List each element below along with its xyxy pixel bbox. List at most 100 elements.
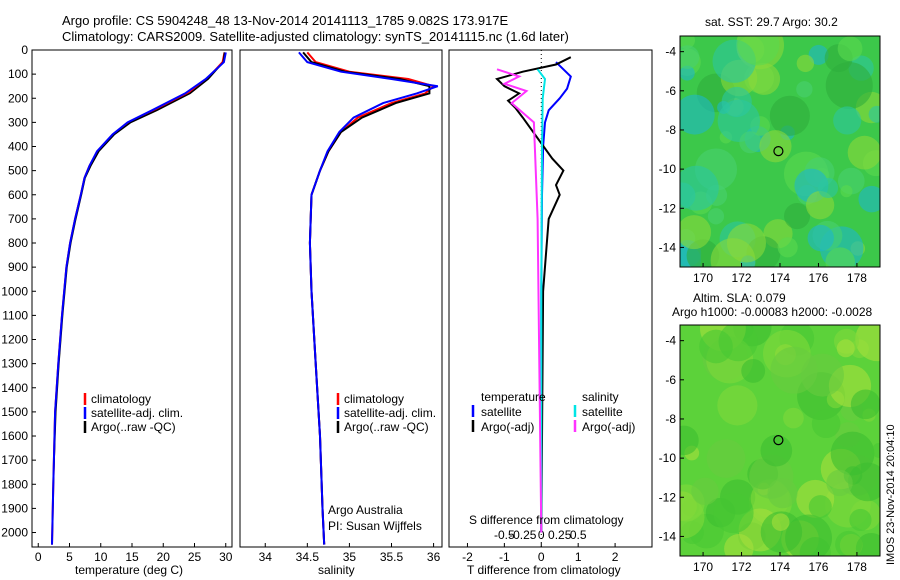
xtick-label: 36 <box>427 550 441 564</box>
difference-legend-salinity: salinity satellite Argo(-adj) <box>573 390 635 434</box>
xtick-label: 15 <box>125 550 139 564</box>
ytick-label: 1000 <box>1 284 28 298</box>
sla-map-title-line1: Altim. SLA: 0.079 <box>693 291 786 305</box>
map-ytick-label: -6 <box>665 373 676 387</box>
map-ytick-label: -4 <box>665 45 676 59</box>
difference-series <box>495 50 572 547</box>
xtick-label: 25 <box>188 550 202 564</box>
ytick-label: 400 <box>8 140 28 154</box>
series-line-argo-raw-qc- <box>298 51 439 545</box>
s-tick-label: 0.5 <box>570 528 587 542</box>
legend-label-climatology: climatology <box>344 392 404 406</box>
salinity-axis: 34 34.5 35 35.5 36 <box>259 543 441 564</box>
legend-label-satellite: satellite-adj. clim. <box>344 406 436 420</box>
figure-title-line1: Argo profile: CS 5904248_48 13-Nov-2014 … <box>62 13 509 28</box>
ytick-label: 1100 <box>2 308 28 322</box>
sla-map-title-line2: Argo h1000: -0.00083 h2000: -0.0028 <box>672 305 872 319</box>
xtick-label: 10 <box>94 550 108 564</box>
map-xtick-label: 176 <box>808 271 828 285</box>
difference-xlabel-t: T difference from climatology <box>467 563 621 577</box>
map-ytick-label: -14 <box>659 240 677 254</box>
argo-position-marker <box>773 146 784 157</box>
salinity-series <box>298 51 439 545</box>
map-xtick-label: 170 <box>693 271 713 285</box>
map-xtick-label: 178 <box>847 271 867 285</box>
side-timestamp-label: IMOS 23-Nov-2014 20:04:10 <box>885 424 897 565</box>
map-ytick-label: -10 <box>659 162 677 176</box>
xtick-label: 34.5 <box>296 550 320 564</box>
ytick-label: 1400 <box>1 381 28 395</box>
sst-map <box>679 35 881 268</box>
ytick-label: 1800 <box>1 477 28 491</box>
ytick-label: 700 <box>8 212 28 226</box>
ytick-label: 1600 <box>1 429 28 443</box>
temperature-xlabel: temperature (deg C) <box>75 563 183 577</box>
difference-label-s: S difference from climatology <box>469 513 624 527</box>
map-ytick-label: -8 <box>665 412 676 426</box>
xtick-label: 0 <box>538 550 545 564</box>
map-xtick-label: 176 <box>808 560 828 574</box>
legend-label-argo: Argo(..raw -QC) <box>344 420 429 434</box>
sla-map <box>679 324 881 557</box>
xtick-label: 34 <box>259 550 273 564</box>
legend-label-s-argo: Argo(-adj) <box>582 420 635 434</box>
map-ytick-label: -14 <box>659 529 677 543</box>
ytick-label: 2000 <box>1 526 28 540</box>
legend-label-t-satellite: satellite <box>481 405 522 419</box>
xtick-label: 0 <box>35 550 42 564</box>
legend-label-satellite: satellite-adj. clim. <box>91 406 183 420</box>
map-axes: 170 172 174 176 178 -4 -6 -8 -10 -12 -14 170 172 174 1… <box>659 45 868 574</box>
map-xtick-label: 178 <box>847 560 867 574</box>
temperature-series <box>51 52 227 545</box>
sst-map-title: sat. SST: 29.7 Argo: 30.2 <box>705 15 838 29</box>
temperature-plot-frame <box>31 49 233 548</box>
salinity-legend: climatology satellite-adj. clim. Argo(..… <box>336 392 436 434</box>
xtick-label: 5 <box>66 550 73 564</box>
map-ytick-label: -12 <box>659 490 677 504</box>
xtick-label: 1 <box>575 550 582 564</box>
map-ytick-label: -8 <box>665 123 676 137</box>
argo-position-marker <box>773 435 784 446</box>
series-line-s-satellite <box>536 68 547 533</box>
ytick-label: 1300 <box>1 357 28 371</box>
ytick-label: 900 <box>8 260 28 274</box>
map-xtick-label: 174 <box>770 271 790 285</box>
xtick-label: 30 <box>219 550 233 564</box>
ytick-label: 300 <box>8 115 28 129</box>
ytick-label: 1700 <box>1 453 28 467</box>
xtick-label: 35 <box>343 550 357 564</box>
s-tick-label: 0.25 <box>548 528 572 542</box>
ytick-label: 600 <box>8 188 28 202</box>
map-field <box>680 325 880 556</box>
ytick-label: 0 <box>21 43 28 57</box>
series-line-s-argo-adj- <box>496 68 543 533</box>
series-line-argo-raw-qc- <box>51 52 227 545</box>
credits-line2: PI: Susan Wijffels <box>328 519 422 533</box>
map-xtick-label: 170 <box>693 560 713 574</box>
map-ytick-label: -4 <box>665 334 676 348</box>
temperature-legend: climatology satellite-adj. clim. Argo(..… <box>83 392 183 434</box>
salinity-plot-frame <box>239 49 443 548</box>
ytick-label: 1500 <box>1 405 28 419</box>
map-xtick-label: 174 <box>770 560 790 574</box>
s-tick-label: -0.5 <box>494 528 515 542</box>
ytick-label: 500 <box>8 164 28 178</box>
difference-legend-temperature: temperature satellite Argo(-adj) <box>471 390 546 434</box>
credits-line1: Argo Australia <box>328 503 403 517</box>
ytick-label: 200 <box>8 91 28 105</box>
legend-label-climatology: climatology <box>91 392 151 406</box>
xtick-label: 35.5 <box>380 550 404 564</box>
ytick-label: 1200 <box>1 333 28 347</box>
map-ytick-label: -10 <box>659 451 677 465</box>
legend-label-argo: Argo(..raw -QC) <box>91 420 176 434</box>
xtick-label: 2 <box>612 550 619 564</box>
xtick-label: -2 <box>462 550 473 564</box>
ytick-label: 100 <box>8 67 28 81</box>
s-tick-label: -0.25 <box>509 528 537 542</box>
legend-heading-temperature: temperature <box>481 390 546 404</box>
xtick-label: -1 <box>499 550 510 564</box>
map-ytick-label: -12 <box>659 201 677 215</box>
series-line-t-argo-adj- <box>495 56 572 533</box>
map-xtick-label: 172 <box>732 271 752 285</box>
